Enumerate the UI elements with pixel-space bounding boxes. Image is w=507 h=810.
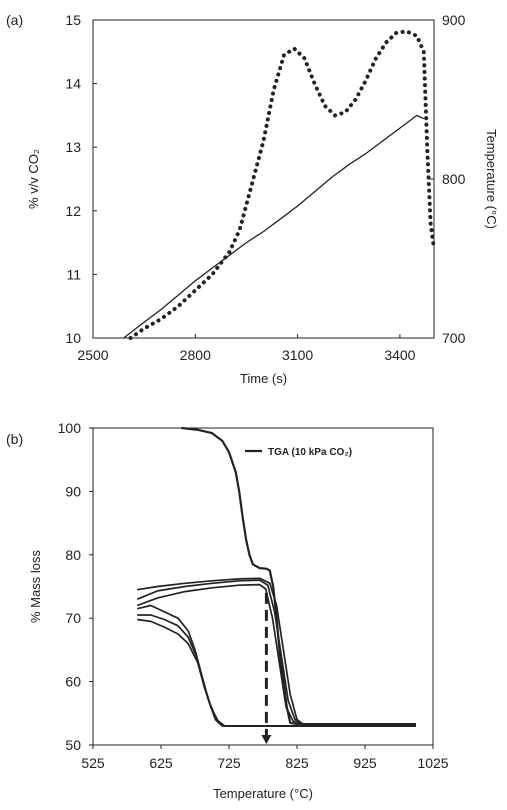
panel-b-y-tick-labels: 50 60 70 80 90 100	[58, 420, 82, 753]
panel-b-x-tick-2: 725	[217, 755, 241, 771]
panel-b-y-tick-0: 50	[65, 737, 81, 753]
panel-b-y-tick-3: 80	[65, 547, 81, 563]
panel-a-left-tick-2: 12	[65, 203, 81, 219]
panel-b-annotation	[261, 592, 272, 744]
panel-b-x-axis-label: Temperature (°C)	[213, 786, 313, 801]
panel-b-y-axis-label: % Mass loss	[28, 550, 43, 623]
panel-a-series	[123, 29, 436, 340]
panel-a-series-0-dotted	[128, 29, 436, 340]
panel-b-y-tick-5: 100	[58, 420, 82, 436]
panel-a-x-tick-3: 3400	[384, 347, 415, 363]
panel-a-right-tick-0: 700	[442, 330, 466, 346]
panel-a-right-tick-1: 800	[442, 171, 466, 187]
panel-a-left-tick-4: 14	[65, 76, 81, 92]
panel-a-x-tick-2: 3100	[282, 347, 313, 363]
panel-a-right-tick-labels: 700 800 900	[442, 12, 466, 346]
panel-a-x-tick-labels: 2500 2800 3100 3400	[77, 347, 415, 363]
panel-a-left-tick-5: 15	[65, 12, 81, 28]
panel-a-x-axis-label: Time (s)	[240, 371, 287, 386]
panel-b-plot-frame	[92, 427, 434, 746]
panel-b-series-cycle-1	[137, 577, 416, 726]
panel-b-series-cycle-3	[136, 583, 416, 726]
panel-b-x-tick-0: 525	[81, 755, 105, 771]
panel-b-y-tick-1: 60	[65, 674, 81, 690]
panel-a-plot-frame	[92, 19, 435, 339]
panel-b-y-tick-2: 70	[65, 610, 81, 626]
panel-a: (a) 2500 2800 3100 3400 10 11 12 13 14 15 700 800…	[6, 12, 499, 386]
panel-a-left-axis-label: % v/v CO₂	[26, 149, 41, 209]
panel-b-series-cycle-6	[137, 618, 416, 727]
panel-b-legend: TGA (10 kPa CO₂)	[245, 447, 352, 458]
legend-entry-tga: TGA (10 kPa CO₂)	[268, 447, 352, 458]
panel-b-y-tick-4: 90	[65, 483, 81, 499]
panel-b-x-tick-3: 825	[285, 755, 309, 771]
panel-a-left-tick-3: 13	[65, 139, 81, 155]
panel-b-x-tick-labels: 525 625 725 825 925 1025	[81, 755, 448, 771]
panel-b-series-cycle-2	[136, 579, 416, 726]
panel-a-x-tick-1: 2800	[180, 347, 211, 363]
panel-b-x-tick-5: 1025	[417, 755, 448, 771]
panel-a-right-axis-label: Temperature (°C)	[484, 129, 499, 229]
dashed-arrow-head	[261, 735, 272, 744]
panel-b-series	[136, 426, 416, 727]
panel-b: (b) 525 625 725 825 925 1025 50 60 70 80 90 100 Te…	[6, 420, 449, 801]
panel-a-x-tick-0: 2500	[77, 347, 108, 363]
panel-a-left-tick-labels: 10 11 12 13 14 15	[65, 12, 81, 346]
panel-a-left-tick-0: 10	[65, 330, 81, 346]
panel-b-x-tick-4: 925	[353, 755, 377, 771]
panel-b-x-tick-1: 625	[149, 755, 173, 771]
panel-a-label: (a)	[6, 12, 23, 28]
panel-b-series-cycle-5	[137, 614, 416, 727]
panel-b-label: (b)	[6, 431, 23, 447]
panel-b-tick-marks	[89, 427, 434, 749]
panel-a-series-1-solid	[123, 114, 425, 339]
panel-a-tick-marks	[92, 19, 434, 339]
panel-a-left-tick-1: 11	[66, 266, 81, 282]
panel-b-series-tga	[181, 426, 416, 726]
panel-a-right-tick-2: 900	[442, 12, 466, 28]
